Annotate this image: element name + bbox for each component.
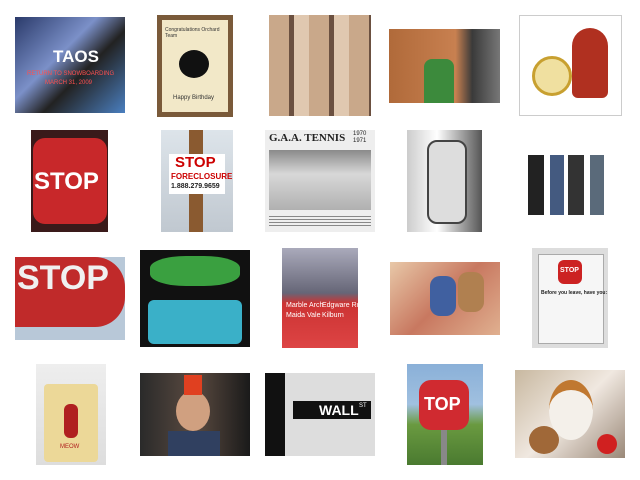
palm: [150, 256, 240, 286]
image-text: Maida Vale: [286, 312, 321, 319]
kitten: [549, 380, 593, 440]
thumbnail[interactable]: [519, 15, 622, 116]
thumbnail[interactable]: STOP FORECLOSURE 1.888.279.9659: [161, 130, 233, 232]
teddy: [529, 426, 559, 454]
team-photo: [269, 150, 371, 210]
thumbnail[interactable]: [269, 15, 371, 116]
image-text: Happy Birthday: [173, 95, 215, 101]
thumbnail[interactable]: [390, 262, 500, 335]
doll: [572, 28, 608, 98]
image-text: 1.888.279.9659: [171, 183, 220, 190]
stop-sign: [419, 380, 469, 430]
stop-icon: [558, 260, 582, 284]
teddy: [458, 272, 484, 312]
image-text: STOP: [560, 267, 579, 274]
street-sign: [293, 401, 371, 419]
pole: [441, 404, 447, 465]
cat-icon: [64, 404, 78, 438]
image-text: Edgware Rd: [322, 302, 358, 309]
caption-lines: [269, 214, 371, 228]
sign: [169, 154, 225, 194]
child: [424, 59, 454, 103]
outfit: [550, 155, 564, 215]
thumbnail[interactable]: Congratulations Orchard Team Happy Birth…: [157, 15, 233, 117]
thumbnail[interactable]: [140, 373, 250, 456]
image-text: TOP: [424, 394, 461, 414]
teddy: [430, 276, 456, 316]
image-text: Marble Arch: [286, 302, 324, 309]
thumbnail[interactable]: TOP: [407, 364, 483, 465]
thumbnail[interactable]: TAOS RETURN TO SNOWBOARDING MARCH 31, 20…: [15, 17, 125, 113]
image-text: 1970: [353, 131, 367, 137]
image-text: Congratulations Orchard Team: [165, 27, 220, 39]
thumbnail[interactable]: WALL ST: [265, 373, 375, 456]
thumbnail[interactable]: [407, 130, 482, 232]
thumbnail[interactable]: STOP: [15, 257, 125, 340]
image-text: WALL: [319, 402, 359, 418]
hat: [184, 375, 202, 395]
image-text: STOP: [17, 259, 109, 297]
stop-sign: [15, 257, 125, 327]
image-text: STOP: [175, 154, 216, 171]
thumbnail[interactable]: MEOW: [36, 364, 106, 465]
meter: [427, 140, 467, 224]
shirt: [168, 431, 220, 456]
cake: [148, 300, 242, 344]
image-text: FORECLOSURE: [171, 172, 233, 181]
image-text: TAOS: [53, 47, 99, 66]
image-text: ST: [359, 403, 367, 409]
thumbnail[interactable]: [520, 130, 620, 232]
child: [176, 391, 210, 431]
image-text: Kilburn: [322, 312, 344, 319]
outfit: [590, 155, 604, 215]
image-text: STOP: [34, 168, 99, 195]
image-text: MEOW: [60, 444, 80, 450]
stop-sign: [33, 138, 107, 224]
outfit: [528, 155, 544, 215]
image-text: 1971: [353, 138, 367, 144]
apple: [597, 434, 617, 454]
image-text: MARCH 31, 2009: [45, 80, 93, 86]
thumbnail[interactable]: STOP Before you leave, have you:: [532, 248, 608, 348]
image-text: RETURN TO SNOWBOARDING: [27, 71, 115, 77]
image-text: G.A.A. TENNIS: [269, 132, 346, 144]
thumbnail[interactable]: [515, 370, 625, 458]
outfit: [568, 155, 584, 215]
bird: [179, 50, 209, 78]
thumbnail[interactable]: Marble Arch Edgware Rd Maida Vale Kilbur…: [282, 248, 358, 348]
thumbnail[interactable]: [389, 29, 500, 103]
clock: [532, 56, 572, 96]
thumbnail[interactable]: STOP: [31, 130, 108, 232]
image-text: Before you leave, have you:: [541, 290, 608, 296]
thumbnail[interactable]: G.A.A. TENNIS 1970 1971: [265, 130, 375, 232]
thumbnail[interactable]: [140, 250, 250, 347]
